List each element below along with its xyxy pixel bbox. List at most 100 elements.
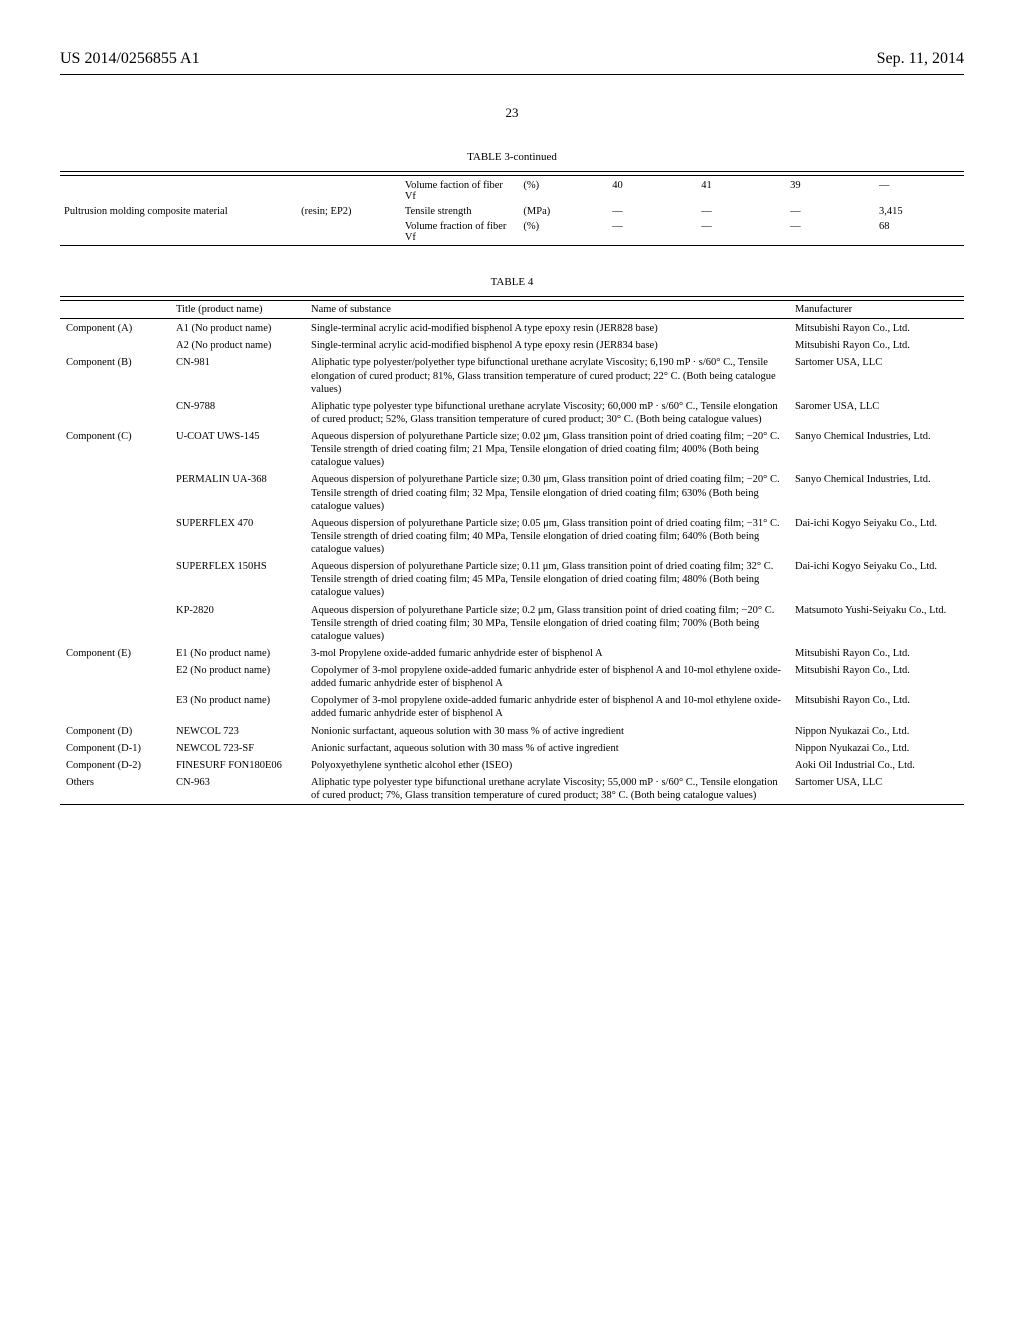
cell-mfr: Matsumoto Yushi-Seiyaku Co., Ltd. <box>789 602 964 645</box>
cell-name: Single-terminal acrylic acid-modified bi… <box>305 320 789 337</box>
cell-title: PERMALIN UA-368 <box>170 471 305 514</box>
cell-component: Component (E) <box>60 645 170 662</box>
cell: 3,415 <box>875 204 964 219</box>
cell: — <box>697 219 786 245</box>
cell: 40 <box>608 178 697 204</box>
cell: (resin; EP2) <box>297 204 401 219</box>
cell-mfr: Nippon Nyukazai Co., Ltd. <box>789 740 964 757</box>
cell-title: E2 (No product name) <box>170 662 305 692</box>
cell-mfr: Mitsubishi Rayon Co., Ltd. <box>789 320 964 337</box>
cell-mfr: Mitsubishi Rayon Co., Ltd. <box>789 337 964 354</box>
table-row: Volume fraction of fiber Vf(%)———68 <box>60 219 964 245</box>
cell: — <box>786 204 875 219</box>
header-rule <box>60 74 964 75</box>
cell-title: CN-9788 <box>170 398 305 428</box>
cell-title: CN-981 <box>170 354 305 397</box>
cell: — <box>608 219 697 245</box>
cell-component <box>60 471 170 514</box>
table4-title: TABLE 4 <box>60 276 964 288</box>
cell-component: Component (B) <box>60 354 170 397</box>
cell-title: E1 (No product name) <box>170 645 305 662</box>
cell-mfr: Mitsubishi Rayon Co., Ltd. <box>789 645 964 662</box>
cell: Volume fraction of fiber Vf <box>401 219 520 245</box>
cell: (MPa) <box>519 204 608 219</box>
t4-h-mfr: Manufacturer <box>789 300 964 318</box>
table-row: Component (D)NEWCOL 723Nonionic surfacta… <box>60 723 964 740</box>
cell: 68 <box>875 219 964 245</box>
table-row: Pultrusion molding composite material(re… <box>60 204 964 219</box>
cell-title: SUPERFLEX 150HS <box>170 558 305 601</box>
cell: — <box>608 204 697 219</box>
cell: — <box>697 204 786 219</box>
cell-title: NEWCOL 723 <box>170 723 305 740</box>
table-row: Component (E)E1 (No product name)3-mol P… <box>60 645 964 662</box>
table-row: CN-9788Aliphatic type polyester type bif… <box>60 398 964 428</box>
cell-component <box>60 558 170 601</box>
cell: — <box>786 219 875 245</box>
cell-name: Aliphatic type polyester/polyether type … <box>305 354 789 397</box>
page-header: US 2014/0256855 A1 Sep. 11, 2014 <box>60 50 964 68</box>
cell-component: Component (A) <box>60 320 170 337</box>
table-row: OthersCN-963Aliphatic type polyester typ… <box>60 774 964 804</box>
cell-title: FINESURF FON180E06 <box>170 757 305 774</box>
cell-component <box>60 515 170 558</box>
cell-mfr: Dai-ichi Kogyo Seiyaku Co., Ltd. <box>789 515 964 558</box>
cell-name: Single-terminal acrylic acid-modified bi… <box>305 337 789 354</box>
t4-h-name: Name of substance <box>305 300 789 318</box>
table-row: KP-2820Aqueous dispersion of polyurethan… <box>60 602 964 645</box>
cell-name: Copolymer of 3-mol propylene oxide-added… <box>305 692 789 722</box>
cell-name: Aqueous dispersion of polyurethane Parti… <box>305 558 789 601</box>
cell-mfr: Saromer USA, LLC <box>789 398 964 428</box>
cell-component <box>60 662 170 692</box>
t4-h-blank <box>60 300 170 318</box>
cell-title: A2 (No product name) <box>170 337 305 354</box>
cell-mfr: Mitsubishi Rayon Co., Ltd. <box>789 662 964 692</box>
cell-component <box>60 337 170 354</box>
cell-name: 3-mol Propylene oxide-added fumaric anhy… <box>305 645 789 662</box>
table-row: Component (C)U-COAT UWS-145Aqueous dispe… <box>60 428 964 471</box>
table-row: PERMALIN UA-368Aqueous dispersion of pol… <box>60 471 964 514</box>
table3-title: TABLE 3-continued <box>60 151 964 163</box>
cell: 41 <box>697 178 786 204</box>
t4-h-title: Title (product name) <box>170 300 305 318</box>
cell <box>60 219 297 245</box>
cell-title: KP-2820 <box>170 602 305 645</box>
cell-mfr: Mitsubishi Rayon Co., Ltd. <box>789 692 964 722</box>
cell-name: Aliphatic type polyester type bifunction… <box>305 774 789 804</box>
cell-mfr: Nippon Nyukazai Co., Ltd. <box>789 723 964 740</box>
cell-name: Anionic surfactant, aqueous solution wit… <box>305 740 789 757</box>
cell: — <box>875 178 964 204</box>
cell-component <box>60 692 170 722</box>
cell-component: Others <box>60 774 170 804</box>
cell-title: NEWCOL 723-SF <box>170 740 305 757</box>
cell-name: Nonionic surfactant, aqueous solution wi… <box>305 723 789 740</box>
cell-name: Aqueous dispersion of polyurethane Parti… <box>305 428 789 471</box>
table-row: A2 (No product name)Single-terminal acry… <box>60 337 964 354</box>
table3: Volume faction of fiber Vf(%)404139—Pult… <box>60 171 964 246</box>
cell-title: A1 (No product name) <box>170 320 305 337</box>
cell-mfr: Sanyo Chemical Industries, Ltd. <box>789 471 964 514</box>
cell-mfr: Sanyo Chemical Industries, Ltd. <box>789 428 964 471</box>
cell-component <box>60 398 170 428</box>
cell-component: Component (D-1) <box>60 740 170 757</box>
table-row: Volume faction of fiber Vf(%)404139— <box>60 178 964 204</box>
cell: Pultrusion molding composite material <box>60 204 297 219</box>
publication-date: Sep. 11, 2014 <box>877 50 964 68</box>
table-row: SUPERFLEX 150HSAqueous dispersion of pol… <box>60 558 964 601</box>
cell: Tensile strength <box>401 204 520 219</box>
table-row: Component (D-1)NEWCOL 723-SFAnionic surf… <box>60 740 964 757</box>
table-row: SUPERFLEX 470Aqueous dispersion of polyu… <box>60 515 964 558</box>
cell-mfr: Aoki Oil Industrial Co., Ltd. <box>789 757 964 774</box>
page-number: 23 <box>60 105 964 121</box>
cell-mfr: Dai-ichi Kogyo Seiyaku Co., Ltd. <box>789 558 964 601</box>
table-row: E2 (No product name)Copolymer of 3-mol p… <box>60 662 964 692</box>
cell-mfr: Sartomer USA, LLC <box>789 774 964 804</box>
cell-name: Polyoxyethylene synthetic alcohol ether … <box>305 757 789 774</box>
cell <box>60 178 297 204</box>
cell-name: Aqueous dispersion of polyurethane Parti… <box>305 471 789 514</box>
cell-title: SUPERFLEX 470 <box>170 515 305 558</box>
cell-name: Copolymer of 3-mol propylene oxide-added… <box>305 662 789 692</box>
cell: (%) <box>519 178 608 204</box>
cell <box>297 219 401 245</box>
cell-name: Aqueous dispersion of polyurethane Parti… <box>305 515 789 558</box>
